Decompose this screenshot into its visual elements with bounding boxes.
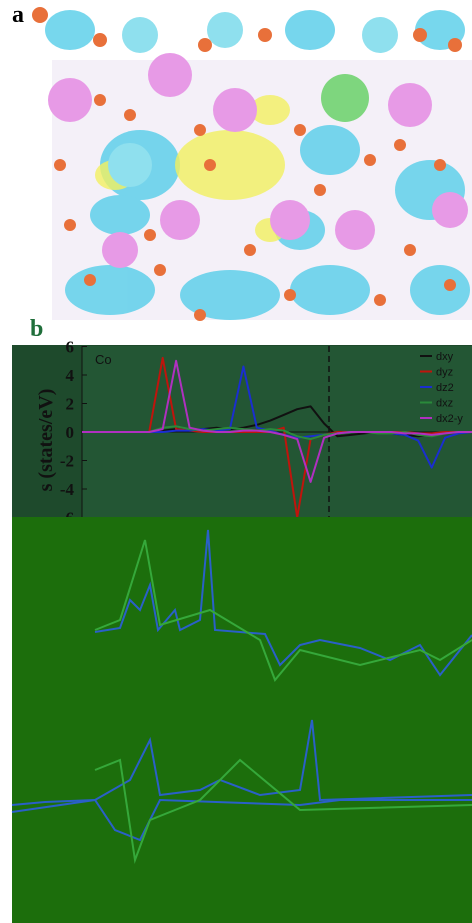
legend-label: dxy xyxy=(436,351,454,363)
lower-panels xyxy=(12,517,472,923)
y-tick-label: 6 xyxy=(66,338,75,357)
y-tick-label: -4 xyxy=(60,480,75,499)
y-axis-label: s (states/eV) xyxy=(35,389,57,492)
plot-title: Co xyxy=(95,352,112,367)
legend-label: dyz xyxy=(436,367,453,379)
legend-label: dxz xyxy=(436,398,453,410)
y-tick-label: 0 xyxy=(66,423,75,442)
panel-label: a xyxy=(12,2,24,28)
legend-label: dz2 xyxy=(436,382,454,394)
y-tick-label: 4 xyxy=(66,366,75,385)
y-tick-label: -2 xyxy=(60,452,74,471)
legend-label: dx2-y xyxy=(436,413,463,425)
figure: a b Co s (states/eV) 6420-2-4-6dxydyzdz2… xyxy=(0,0,472,923)
structure-image xyxy=(12,0,472,321)
page: {"panels": {"a": "a", "b": "b"}, "chart_… xyxy=(0,0,472,923)
y-tick-label: 2 xyxy=(66,395,75,414)
panel-label: b xyxy=(30,316,43,342)
